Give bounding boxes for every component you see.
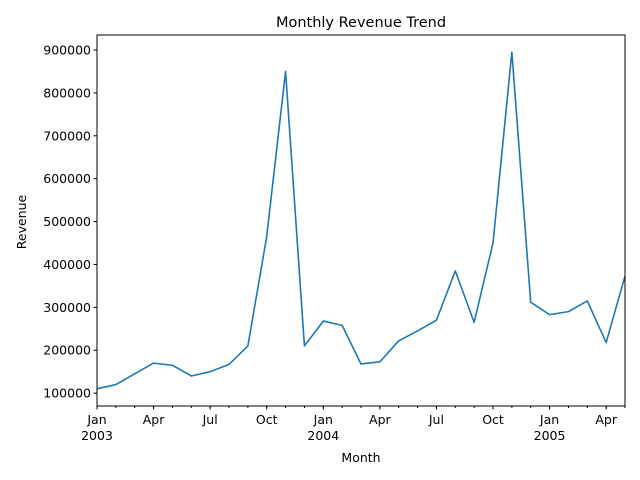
y-axis-label: Revenue — [14, 194, 29, 249]
plot-frame — [96, 34, 626, 407]
x-axis-label: Month — [341, 450, 380, 465]
x-tick-label: Jul — [428, 412, 444, 427]
y-tick-label: 600000 — [43, 171, 91, 186]
x-tick-year-label: 2005 — [534, 428, 566, 443]
x-tick-year-label: 2003 — [81, 428, 113, 443]
revenue-series-line — [96, 51, 626, 390]
y-tick-label: 300000 — [43, 300, 91, 315]
y-tick-label: 500000 — [43, 214, 91, 229]
y-tick-label: 700000 — [43, 128, 91, 143]
ticks-layer: 100000 200000 300000 400000 500000 600000 7000… — [43, 43, 626, 443]
x-tick-label: Jan — [313, 412, 333, 427]
x-tick-label: Apr — [143, 412, 165, 427]
y-tick-label: 900000 — [43, 43, 91, 58]
y-tick-label: 400000 — [43, 257, 91, 272]
x-tick-label: Jan — [539, 412, 559, 427]
x-tick-label: Apr — [595, 412, 617, 427]
y-tick-label: 200000 — [43, 343, 91, 358]
x-tick-label: Oct — [256, 412, 278, 427]
x-tick-label: Jul — [202, 412, 218, 427]
x-tick-label: Oct — [482, 412, 504, 427]
x-tick-label: Jan — [86, 412, 106, 427]
x-tick-label: Apr — [369, 412, 391, 427]
y-tick-label: 800000 — [43, 85, 91, 100]
chart-title: Monthly Revenue Trend — [276, 15, 446, 31]
series-layer — [96, 51, 626, 390]
y-tick-label: 100000 — [43, 386, 91, 401]
x-tick-year-label: 2004 — [307, 428, 339, 443]
